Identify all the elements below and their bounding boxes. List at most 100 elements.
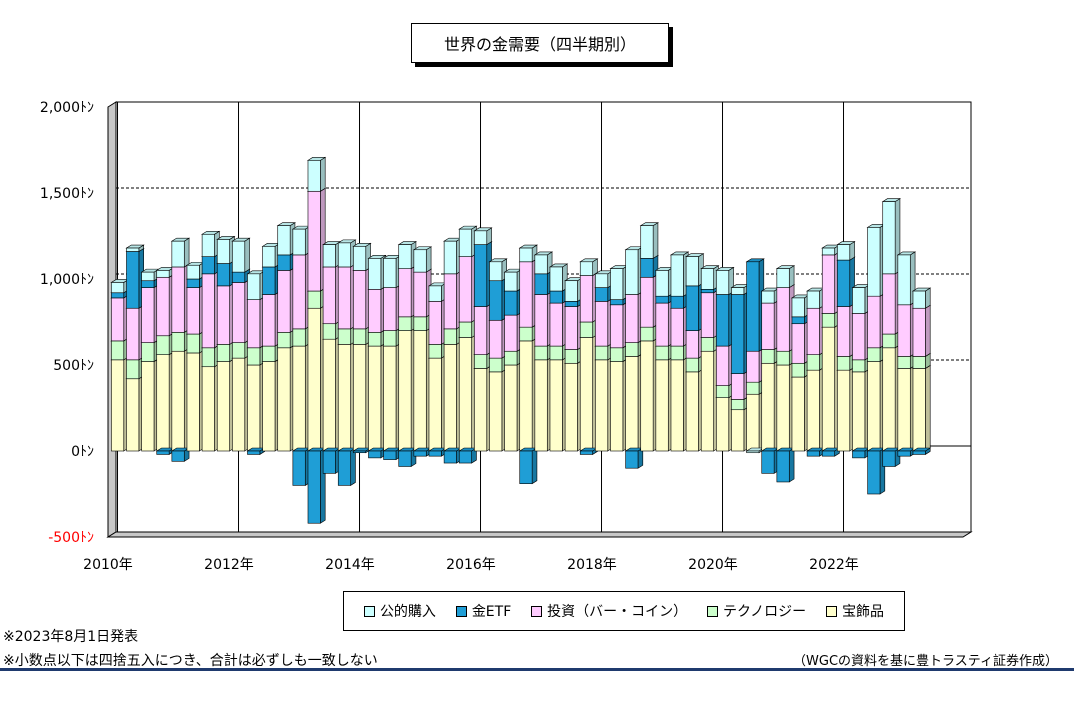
bar-segment-3 [882,450,896,467]
bar-segment-4 [111,282,125,294]
bar-segment-4 [504,271,518,292]
bar-segment-2 [458,256,472,323]
bar-segment-4 [277,225,291,256]
bar-segment-0 [171,350,185,452]
bar-segment-2 [489,319,503,359]
bar-segment-1 [292,328,306,347]
bar-segment-3 [685,285,699,331]
bar-segment-3 [277,254,291,271]
bar-segment-4 [821,247,835,256]
x-tick-label: 2010年 [83,557,133,573]
legend-swatch [455,605,467,617]
bar-segment-4 [337,242,351,268]
bar-segment-2 [746,350,760,383]
bar-segment-4 [549,266,563,292]
bar-segment-1 [655,345,669,361]
bar-side [788,447,795,483]
bar-segment-3 [867,450,881,495]
bar-segment-1 [897,356,911,369]
bar-segment-2 [625,294,639,343]
bar-segment-2 [655,302,669,347]
bar-segment-3 [337,450,351,486]
bar-segment-2 [443,273,457,330]
bar-segment-1 [549,345,563,361]
bar-segment-4 [428,285,442,302]
bar-segment-4 [262,246,276,268]
bar-segment-0 [610,361,624,452]
bar-segment-0 [443,344,457,452]
bar-segment-2 [564,306,578,350]
bar-segment-2 [398,268,412,318]
legend-item: 投資（バー・コイン） [531,601,687,621]
bar-segment-1 [610,347,624,362]
bar-segment-4 [716,270,730,295]
bar-segment-0 [519,340,533,452]
bar-segment-3 [504,290,518,316]
bar-segment-2 [776,287,790,352]
bar-segment-3 [216,263,230,287]
bar-segment-4 [216,239,230,264]
bar-segment-1 [489,357,503,373]
bar-segment-4 [519,247,533,263]
bar-segment-3 [353,450,367,454]
bar-segment-1 [156,335,170,355]
bar-segment-3 [292,450,306,486]
bar-segment-1 [564,349,578,364]
bar-side [320,156,326,192]
legend-swatch [531,605,543,617]
bar-segment-2 [277,270,291,333]
bar-segment-4 [186,264,200,280]
bar-segment-3 [912,450,926,455]
bar-segment-1 [806,354,820,371]
bar-segment-0 [897,368,911,452]
bar-segment-2 [837,306,851,357]
bar-segment-4 [141,271,155,282]
bar-side [183,237,190,268]
bar-segment-0 [262,361,276,452]
bar-segment-1 [277,332,291,349]
bar-segment-0 [700,350,714,452]
bar-segment-2 [882,273,896,335]
x-tick-label: 2020年 [688,557,738,573]
bar-segment-4 [232,240,246,273]
bar-segment-3 [579,450,593,455]
bar-segment-2 [761,302,775,350]
bar-segment-1 [232,342,246,359]
bar-segment-3 [519,450,533,484]
stacked-bar-chart: -500ﾄﾝ 0ﾄﾝ 500ﾄﾝ 1,000ﾄﾝ 1,500ﾄﾝ 2,000ﾄﾝ 2010… [40,100,973,573]
bar-segment-0 [731,409,745,452]
bar-segment-3 [171,450,185,462]
bar-segment-2 [126,307,140,361]
bar-segment-1 [474,354,488,369]
bar-segment-0 [564,362,578,452]
bar-segment-1 [126,359,140,380]
bar-segment-3 [806,450,820,457]
bar-segment-4 [307,160,321,192]
bar-segment-3 [761,450,775,474]
bar-side [925,364,931,452]
bar-segment-2 [731,373,745,400]
bar-segment-0 [186,352,200,452]
bar-segment-2 [579,275,593,323]
bar-segment-3 [474,244,488,307]
bar-segment-2 [247,299,261,349]
bar-segment-3 [821,450,835,457]
x-tick-label: 2022年 [809,557,859,573]
y-tick-label: 2,000ﾄﾝ [40,100,94,116]
bar-side [925,304,931,357]
bar-segment-4 [579,261,593,276]
legend-label: 宝飾品 [842,604,885,620]
bar-segment-2 [413,271,427,318]
bar-side [925,287,931,309]
legend-item: 公的購入 [363,601,436,621]
bar-segment-4 [867,227,881,297]
bar-segment-3 [716,294,730,347]
bar-segment-1 [186,333,200,354]
bar-segment-4 [700,268,714,290]
bar-segment-0 [141,361,155,452]
bar-segment-2 [852,313,866,361]
bar-segment-3 [247,450,261,455]
bar-segment-3 [232,271,246,283]
legend-label: テクノロジー [723,604,807,620]
bar-segment-0 [791,376,805,452]
